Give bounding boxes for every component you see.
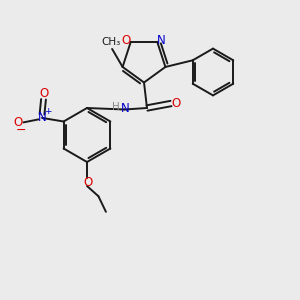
Text: N: N bbox=[38, 111, 46, 124]
Text: N: N bbox=[121, 102, 130, 116]
Text: O: O bbox=[39, 87, 48, 101]
Text: O: O bbox=[122, 34, 131, 47]
Text: N: N bbox=[158, 34, 166, 47]
Text: +: + bbox=[44, 107, 52, 116]
Text: −: − bbox=[16, 124, 26, 137]
Text: O: O bbox=[172, 97, 181, 110]
Text: CH₃: CH₃ bbox=[101, 38, 120, 47]
Text: O: O bbox=[83, 176, 92, 190]
Text: H: H bbox=[112, 102, 120, 112]
Text: O: O bbox=[14, 116, 22, 129]
